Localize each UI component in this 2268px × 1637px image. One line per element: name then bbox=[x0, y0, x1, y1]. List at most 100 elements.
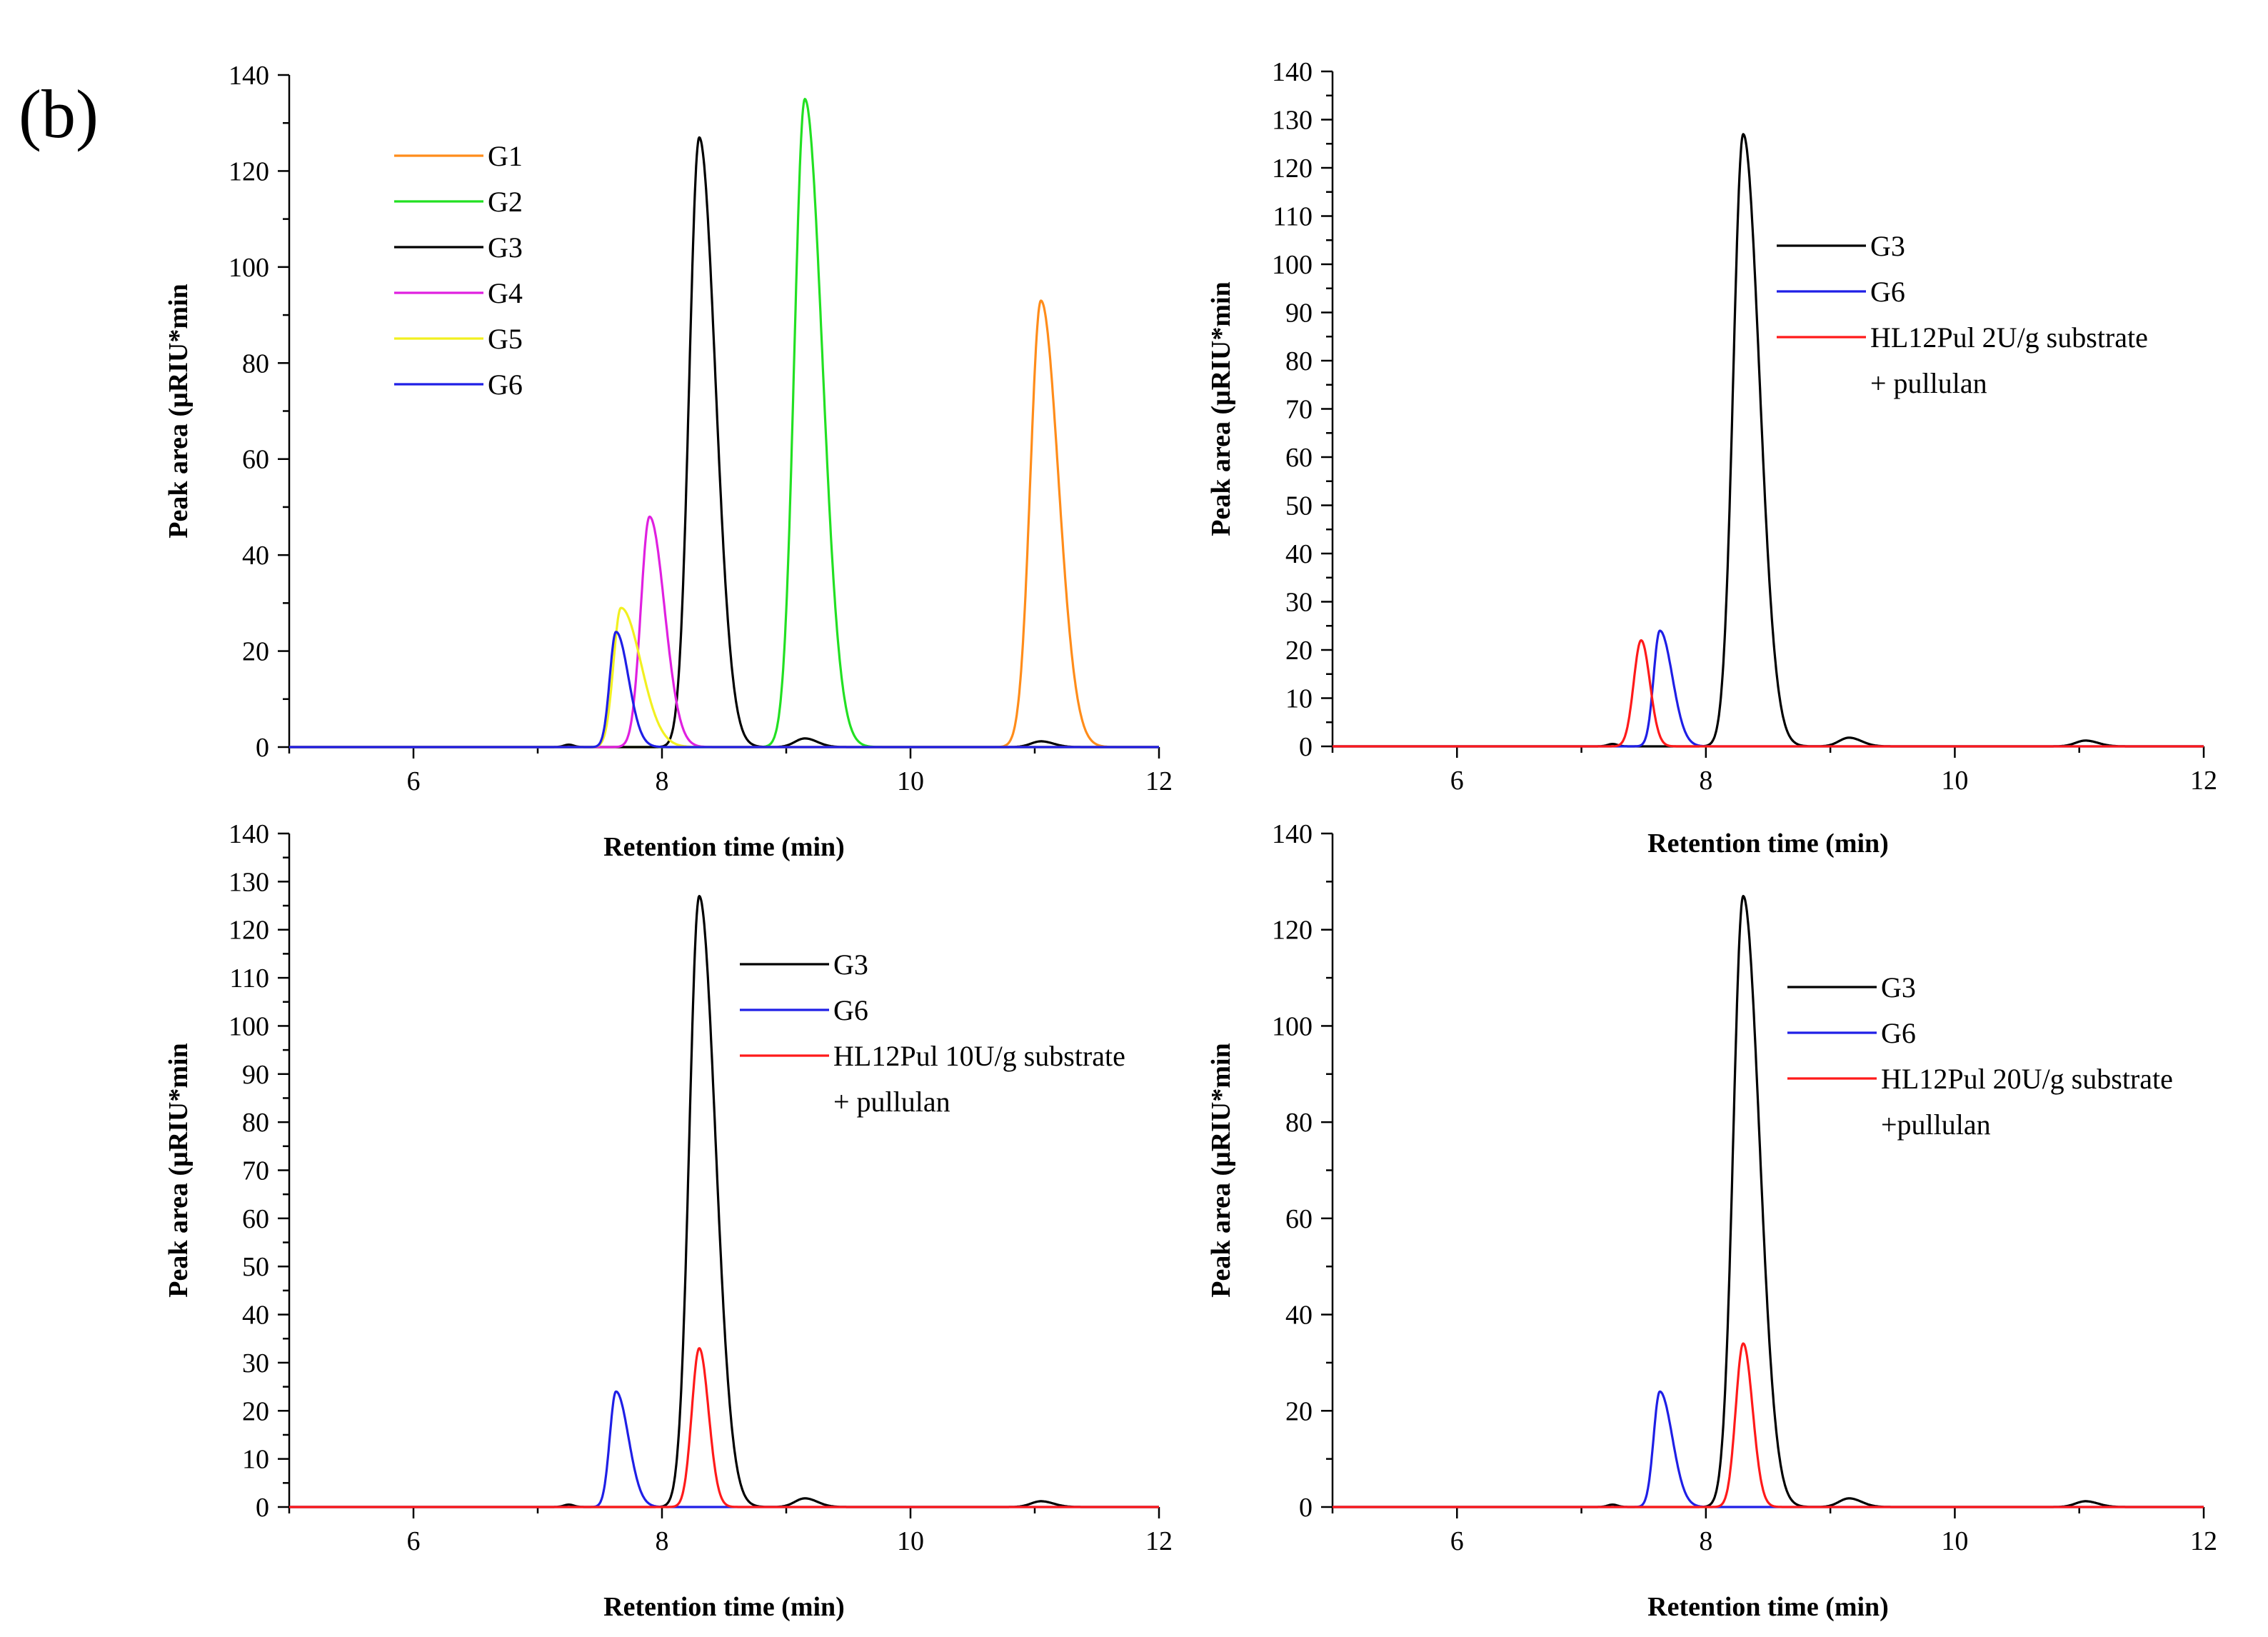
legend-entry: G6 bbox=[1870, 276, 1905, 308]
x-tick-label: 8 bbox=[1699, 766, 1712, 796]
y-tick-label: 20 bbox=[1285, 1396, 1313, 1426]
series-line-g6 bbox=[288, 631, 1160, 749]
y-tick-label: 120 bbox=[1272, 154, 1313, 184]
y-tick-label: 0 bbox=[256, 733, 269, 763]
y-tick-label: 120 bbox=[229, 156, 269, 186]
legend-entry: G5 bbox=[488, 323, 523, 355]
y-tick-label: 20 bbox=[1285, 636, 1313, 666]
legend-entry: G6 bbox=[1881, 1017, 1916, 1049]
legend-entry-line2: + pullulan bbox=[1870, 367, 1987, 399]
series-line-g3 bbox=[288, 136, 1160, 749]
legend-entry-line2: +pullulan bbox=[1881, 1108, 1991, 1141]
x-tick-label: 6 bbox=[407, 1526, 421, 1556]
y-tick-label: 0 bbox=[1299, 1493, 1313, 1523]
y-tick-label: 10 bbox=[242, 1445, 269, 1475]
y-tick-label: 50 bbox=[1285, 491, 1313, 521]
y-tick-label: 10 bbox=[1285, 684, 1313, 714]
legend-entry-line2: + pullulan bbox=[833, 1086, 950, 1118]
y-tick-label: 20 bbox=[242, 1396, 269, 1426]
y-tick-label: 130 bbox=[229, 867, 269, 897]
series-line-g6 bbox=[288, 1390, 1160, 1508]
x-tick-label: 6 bbox=[1450, 766, 1464, 796]
legend-entry: HL12Pul 2U/g substrate bbox=[1870, 321, 2148, 354]
series-line-hl12pul bbox=[1332, 1342, 2204, 1508]
y-tick-label: 50 bbox=[242, 1252, 269, 1282]
y-tick-label: 80 bbox=[1285, 1108, 1313, 1138]
y-tick-label: 40 bbox=[1285, 539, 1313, 569]
legend-entry: HL12Pul 20U/g substrate bbox=[1881, 1063, 2173, 1095]
y-tick-label: 80 bbox=[242, 1108, 269, 1138]
legend-entry: G1 bbox=[488, 140, 523, 172]
y-tick-label: 110 bbox=[1273, 202, 1313, 232]
series-line-hl12pul bbox=[1332, 639, 2204, 748]
x-axis-title: Retention time (min) bbox=[1647, 1592, 1889, 1622]
x-tick-label: 10 bbox=[1941, 766, 1968, 796]
legend-entry: G3 bbox=[488, 231, 523, 264]
chart-bottom-left: 6 8 10 120102030405060708090100110120130140… bbox=[164, 819, 1173, 1622]
y-tick-label: 40 bbox=[242, 1301, 269, 1331]
chart-top-right: 6 8 10 120102030405060708090100110120130140… bbox=[1206, 57, 2217, 858]
legend-entry: G6 bbox=[833, 994, 868, 1026]
series-line-g3 bbox=[288, 894, 1160, 1508]
y-tick-label: 30 bbox=[242, 1348, 269, 1378]
x-tick-label: 8 bbox=[656, 1526, 669, 1556]
y-tick-label: 130 bbox=[1272, 106, 1313, 136]
legend-entry: G2 bbox=[488, 186, 523, 218]
y-tick-label: 0 bbox=[1299, 732, 1313, 762]
y-tick-label: 60 bbox=[1285, 1204, 1313, 1234]
series-line-g5 bbox=[288, 606, 1160, 749]
x-tick-label: 6 bbox=[1450, 1526, 1464, 1556]
x-tick-label: 10 bbox=[897, 1526, 924, 1556]
y-tick-label: 70 bbox=[1285, 395, 1313, 425]
y-tick-label: 140 bbox=[229, 61, 269, 91]
legend: G3 G6 HL12Pul 20U/g substrate +pullulan bbox=[1787, 971, 2173, 1141]
y-tick-label: 120 bbox=[1272, 916, 1313, 946]
y-tick-label: 100 bbox=[229, 253, 269, 283]
x-tick-label: 12 bbox=[1145, 766, 1173, 796]
y-tick-label: 140 bbox=[229, 819, 269, 849]
y-tick-label: 100 bbox=[229, 1011, 269, 1041]
y-axis-title: Peak area (μRIU*min bbox=[1206, 281, 1236, 536]
x-tick-label: 8 bbox=[1699, 1526, 1712, 1556]
y-tick-label: 0 bbox=[256, 1493, 269, 1523]
y-tick-label: 100 bbox=[1272, 1011, 1313, 1041]
x-axis-title: Retention time (min) bbox=[1647, 828, 1889, 858]
y-tick-label: 80 bbox=[242, 349, 269, 379]
legend-entry: G6 bbox=[488, 369, 523, 401]
y-axis-title: Peak area (μRIU*min bbox=[164, 1043, 194, 1297]
legend: G3 G6 HL12Pul 2U/g substrate + pullulan bbox=[1777, 230, 2148, 399]
legend-entry: G3 bbox=[1881, 971, 1916, 1003]
legend: G1 G2 G3 G4 G5 G6 bbox=[394, 140, 523, 401]
y-tick-label: 40 bbox=[1285, 1301, 1313, 1331]
series-line-g3 bbox=[1332, 133, 2204, 748]
y-tick-label: 30 bbox=[1285, 588, 1313, 618]
figure-label: (b) bbox=[19, 76, 99, 152]
y-tick-label: 40 bbox=[242, 541, 269, 571]
series-line-hl12pul bbox=[288, 1347, 1160, 1508]
x-tick-label: 12 bbox=[1145, 1526, 1173, 1556]
series-line-g6 bbox=[1332, 629, 2204, 748]
legend-entry: HL12Pul 10U/g substrate bbox=[833, 1040, 1125, 1072]
x-tick-label: 6 bbox=[407, 766, 421, 796]
legend-entry: G4 bbox=[488, 277, 523, 309]
y-axis-title: Peak area (μRIU*min bbox=[164, 284, 194, 538]
x-tick-label: 10 bbox=[897, 766, 924, 796]
y-tick-label: 60 bbox=[242, 445, 269, 475]
series-line-g2 bbox=[288, 98, 1160, 749]
y-tick-label: 80 bbox=[1285, 346, 1313, 376]
y-tick-label: 20 bbox=[242, 637, 269, 667]
series-line-g3 bbox=[1332, 894, 2204, 1508]
legend: G3 G6 HL12Pul 10U/g substrate + pullulan bbox=[740, 948, 1125, 1118]
x-tick-label: 12 bbox=[2190, 1526, 2217, 1556]
y-axis-title: Peak area (μRIU*min bbox=[1206, 1043, 1236, 1297]
x-tick-label: 10 bbox=[1941, 1526, 1968, 1556]
x-axis-title: Retention time (min) bbox=[603, 1592, 845, 1622]
x-tick-label: 12 bbox=[2190, 766, 2217, 796]
x-tick-label: 8 bbox=[656, 766, 669, 796]
y-tick-label: 60 bbox=[1285, 443, 1313, 473]
y-tick-label: 110 bbox=[229, 963, 269, 993]
y-tick-label: 70 bbox=[242, 1156, 269, 1186]
legend-entry: G3 bbox=[1870, 230, 1905, 262]
